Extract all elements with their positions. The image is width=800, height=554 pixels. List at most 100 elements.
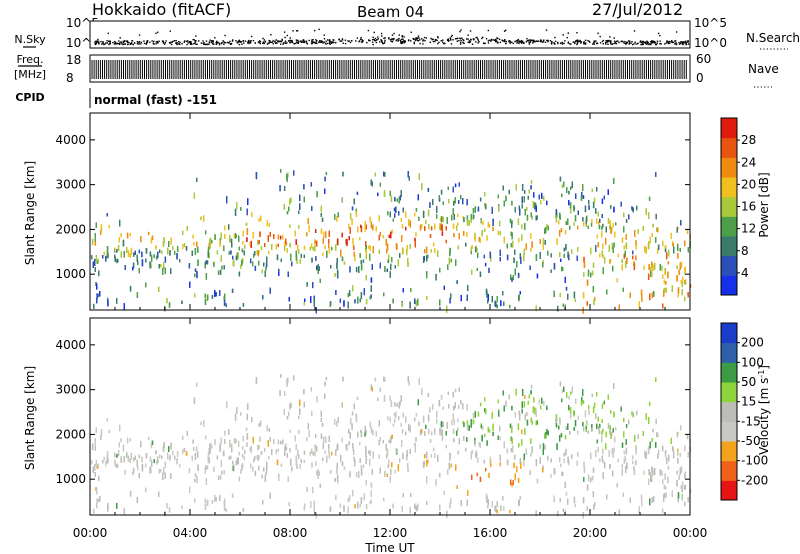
nsky-point (318, 41, 320, 44)
nsky-point (175, 40, 177, 42)
power-point (488, 267, 490, 273)
nsky-point (561, 41, 564, 44)
nsky-point (284, 36, 286, 39)
nsky-point (215, 43, 217, 46)
nsky-point (495, 40, 498, 42)
nsky-point (657, 32, 660, 35)
nsky-point (497, 37, 499, 40)
nsky-point (98, 41, 100, 43)
nsky-point (659, 40, 661, 42)
nsky-point (236, 42, 239, 44)
power-point (512, 240, 514, 248)
power-point (417, 194, 419, 201)
power-point (328, 247, 331, 254)
nsky-point (232, 39, 234, 41)
nsky-point (580, 41, 583, 43)
nsky-point (227, 41, 229, 44)
nsky-point (404, 40, 406, 42)
nsky-point (177, 40, 180, 43)
nsky-point (136, 43, 139, 45)
power-point (365, 299, 368, 305)
nsky-point (146, 41, 148, 44)
nsky-point (416, 38, 418, 40)
power-point (568, 190, 570, 195)
power-point (258, 250, 260, 254)
power-point (238, 246, 240, 251)
nsky-point (316, 42, 318, 45)
nsky-point (482, 36, 484, 39)
power-point (430, 249, 432, 253)
power-point (430, 226, 433, 231)
power-point (359, 253, 361, 258)
nsky-point (258, 41, 260, 44)
power-point (228, 224, 230, 230)
power-point (657, 248, 659, 254)
nsky-point (541, 40, 543, 43)
nsky-point (567, 42, 569, 44)
power-point (429, 202, 431, 208)
nsky-point (189, 42, 192, 44)
nsky-point (637, 42, 639, 45)
power-point (452, 186, 454, 193)
nsky-point (316, 39, 318, 42)
nsky-point (546, 39, 548, 42)
power-point (596, 234, 598, 239)
nsky-point (240, 41, 242, 43)
nsky-point (528, 41, 530, 44)
nsky-point (339, 40, 341, 42)
nsky-point (468, 40, 471, 42)
power-point (655, 237, 657, 243)
nsky-point (324, 42, 327, 45)
nsky-point (203, 43, 205, 46)
nsky-point (250, 35, 253, 38)
power-point (436, 206, 438, 213)
power-point (209, 238, 211, 244)
nsky-point (368, 39, 370, 41)
power-point (647, 273, 650, 280)
nsky-point (463, 42, 465, 45)
power-point (611, 243, 613, 250)
nsky-point (191, 43, 193, 45)
nsky-point (562, 34, 564, 36)
power-point (601, 226, 603, 230)
nsky-point (247, 41, 250, 44)
power-point (347, 301, 349, 309)
power-point (502, 291, 504, 296)
nsky-point (633, 43, 635, 45)
nsky-point (539, 40, 542, 43)
nsky-point (459, 43, 462, 45)
nsky-point (312, 42, 314, 44)
power-point (394, 213, 396, 218)
nsky-point (650, 40, 653, 42)
nsky-point (172, 40, 174, 43)
nsky-point (545, 29, 548, 31)
power-point (439, 267, 441, 273)
nsky-point (540, 39, 542, 41)
nsky-point (674, 40, 677, 42)
power-point (401, 235, 403, 242)
nsky-point (634, 41, 636, 44)
power-point (325, 172, 328, 176)
power-point (353, 245, 355, 251)
power-point (496, 296, 498, 303)
power-point (238, 235, 240, 242)
power-point (637, 229, 639, 235)
power-point (590, 272, 592, 278)
power-point (334, 214, 336, 220)
power-point (592, 286, 595, 293)
nsky-point (341, 39, 344, 41)
nsky-point (460, 29, 462, 31)
nsky-point (175, 42, 177, 44)
nsky-point (312, 41, 314, 43)
nsky-point (374, 40, 377, 42)
power-point (609, 259, 612, 263)
nsky-point (313, 41, 315, 44)
nsky-point (326, 42, 329, 45)
nsky-point (402, 42, 404, 44)
nsky-point (520, 42, 523, 44)
nsky-point (579, 40, 581, 43)
power-point (514, 268, 516, 276)
nsky-point (384, 39, 386, 42)
nsky-point (325, 40, 327, 43)
